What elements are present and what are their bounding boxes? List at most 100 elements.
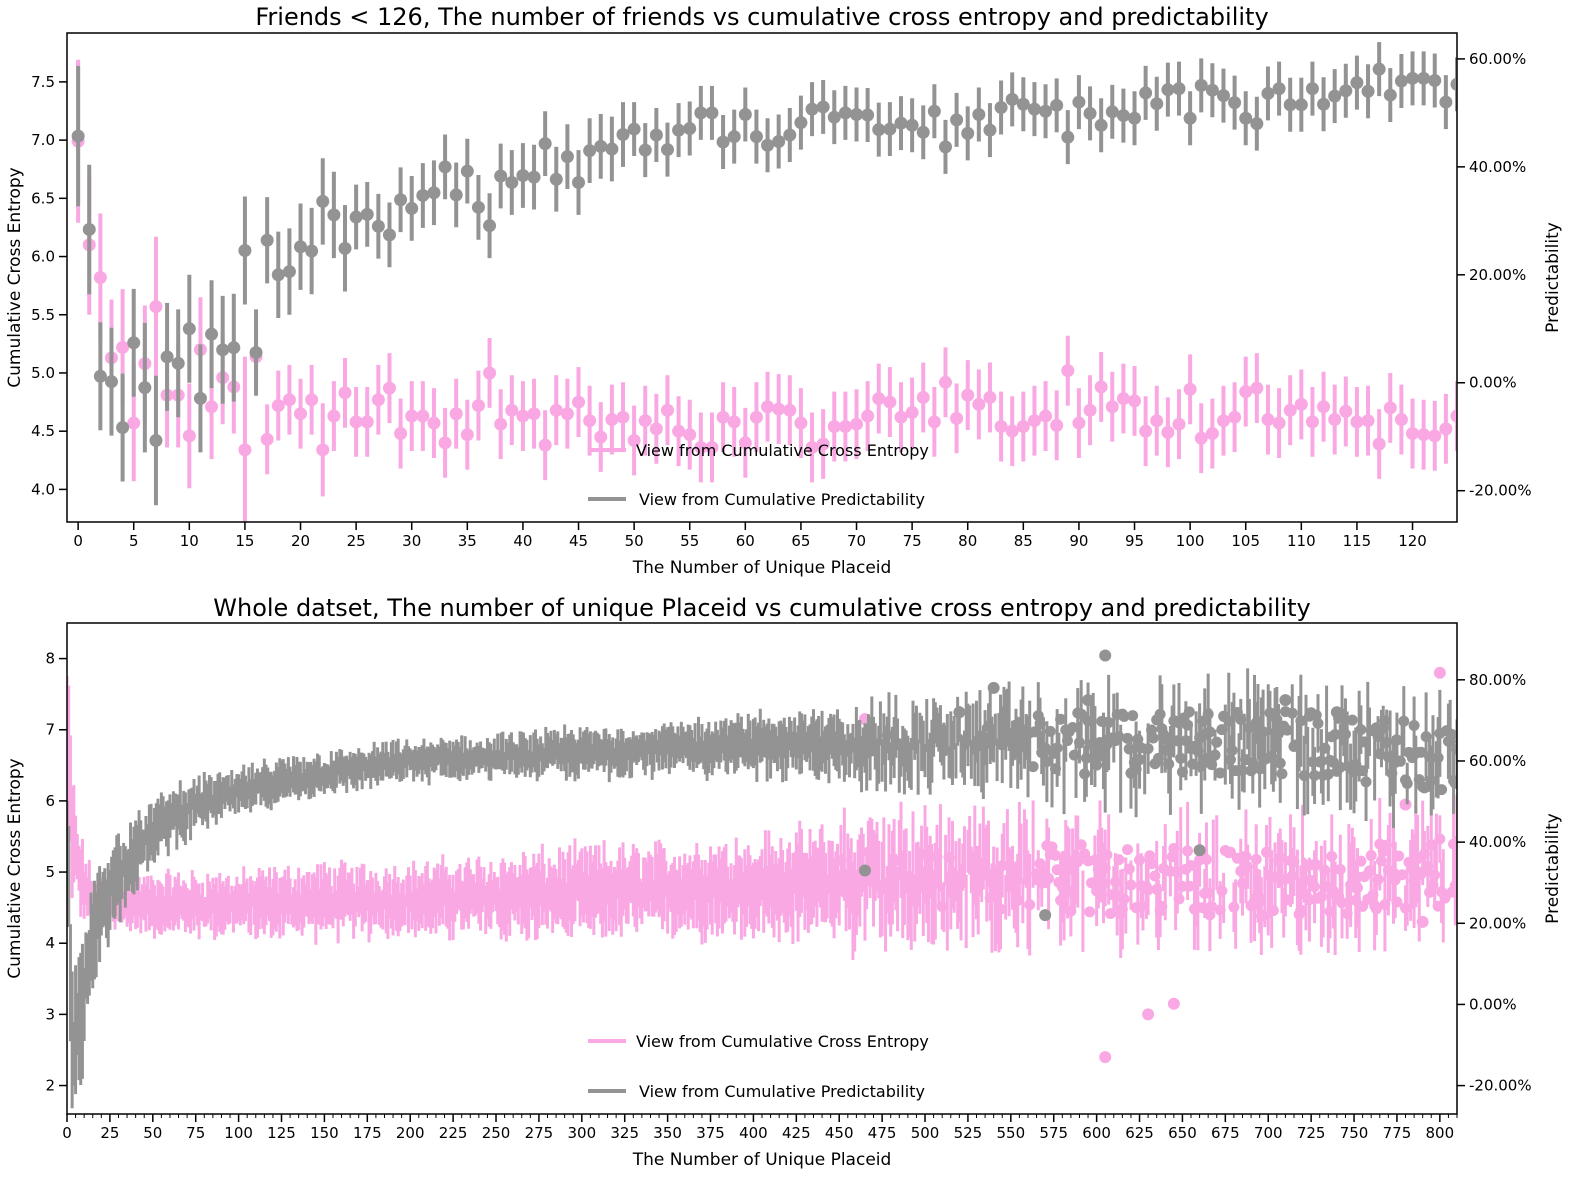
data-point: [1372, 62, 1386, 76]
x-tick-label: 40: [513, 532, 532, 550]
data-point: [1202, 708, 1214, 720]
data-point: [1050, 98, 1064, 112]
data-point: [1394, 755, 1406, 767]
data-point: [1051, 742, 1063, 754]
data-point: [560, 407, 574, 421]
data-point: [938, 140, 952, 154]
data-point: [1139, 86, 1153, 100]
data-point: [338, 386, 352, 400]
data-point: [1361, 84, 1375, 98]
data-point: [649, 128, 663, 142]
data-point: [182, 429, 196, 443]
data-point: [1239, 111, 1253, 125]
data-point: [1167, 997, 1180, 1010]
x-tick-label: 500: [911, 1124, 940, 1142]
y-tick-label: 7.0: [31, 131, 55, 149]
data-point: [549, 172, 563, 186]
data-point: [505, 176, 519, 190]
data-point: [1415, 746, 1427, 758]
x-tick-label: 725: [1297, 1124, 1326, 1142]
data-point: [1351, 882, 1363, 894]
data-point: [716, 410, 730, 424]
data-point: [1406, 427, 1420, 441]
data-point: [427, 186, 441, 200]
x-tick-label: 75: [186, 1124, 205, 1142]
data-point: [1283, 98, 1297, 112]
y-tick-label: 4: [45, 934, 55, 952]
data-point: [583, 414, 597, 428]
data-point: [1206, 900, 1218, 912]
data-point: [927, 104, 941, 118]
x-tick-label: 100: [224, 1124, 253, 1142]
y-tick-label: 7.5: [31, 73, 55, 91]
data-point: [972, 397, 986, 411]
data-point: [1417, 71, 1431, 85]
data-point: [1439, 95, 1453, 109]
x-tick-label: 50: [625, 532, 644, 550]
data-point: [1429, 869, 1441, 881]
data-point: [1082, 694, 1095, 707]
y-tick-label: 5: [45, 863, 55, 881]
data-point: [1099, 649, 1112, 662]
x-tick-label: 0: [62, 1124, 72, 1142]
x-axis-ticks: 0 5 10 15 20 25 30 35 40 45 50 55 60 65 70 75 80 85 90 95 10…: [73, 522, 1427, 550]
data-point: [783, 403, 797, 417]
data-point: [805, 440, 819, 454]
data-point: [1123, 863, 1135, 875]
data-point: [1224, 754, 1236, 766]
y-right-tick-label: 0.00%: [1469, 995, 1517, 1013]
plot-area: [67, 649, 1457, 1109]
data-point: [1055, 713, 1067, 725]
y-axis-right-label: Predictability: [1543, 813, 1563, 924]
data-point: [1391, 896, 1403, 908]
data-point: [694, 106, 708, 120]
x-tick-label: 425: [782, 1124, 811, 1142]
data-point: [1334, 864, 1346, 876]
data-point: [371, 219, 385, 233]
y-right-tick-label: 40.00%: [1469, 833, 1526, 851]
data-point: [549, 403, 563, 417]
data-point: [305, 244, 319, 258]
data-point: [1261, 413, 1275, 427]
data-point: [483, 219, 497, 233]
data-point: [1163, 758, 1175, 770]
y-right-tick-label: 60.00%: [1469, 752, 1526, 770]
x-tick-label: 775: [1383, 1124, 1412, 1142]
x-tick-label: 575: [1039, 1124, 1068, 1142]
data-point: [1436, 784, 1448, 796]
data-point: [838, 106, 852, 120]
data-point: [1041, 756, 1053, 768]
data-point: [1228, 901, 1240, 913]
data-point: [1432, 752, 1444, 764]
x-tick-label: 70: [847, 532, 866, 550]
y-tick-label: 5.0: [31, 364, 55, 382]
data-point: [1433, 666, 1446, 679]
data-point: [816, 100, 830, 114]
data-point: [1061, 364, 1075, 378]
data-point: [1370, 903, 1382, 915]
data-point: [1183, 382, 1197, 396]
y-right-tick-label: 40.00%: [1469, 158, 1526, 176]
data-point: [1450, 409, 1457, 423]
data-point: [1439, 422, 1453, 436]
data-point: [449, 407, 463, 421]
data-point: [816, 437, 830, 451]
data-point: [1228, 96, 1242, 110]
x-tick-label: 85: [1014, 532, 1033, 550]
data-point: [1150, 97, 1164, 111]
data-point: [205, 327, 219, 341]
legend: View from Cumulative Cross Entropy View f…: [588, 1032, 929, 1101]
data-point: [249, 346, 263, 360]
data-point: [1050, 418, 1064, 432]
y-right-tick-label: 0.00%: [1469, 374, 1517, 392]
data-point: [1043, 872, 1055, 884]
x-tick-label: 15: [235, 532, 254, 550]
data-point: [1128, 111, 1142, 125]
x-tick-label: 125: [267, 1124, 296, 1142]
data-point: [1294, 98, 1308, 112]
data-point: [1183, 880, 1195, 892]
data-point: [1346, 714, 1358, 726]
data-point: [1295, 904, 1307, 916]
data-point: [527, 170, 541, 184]
data-point: [1398, 715, 1410, 727]
